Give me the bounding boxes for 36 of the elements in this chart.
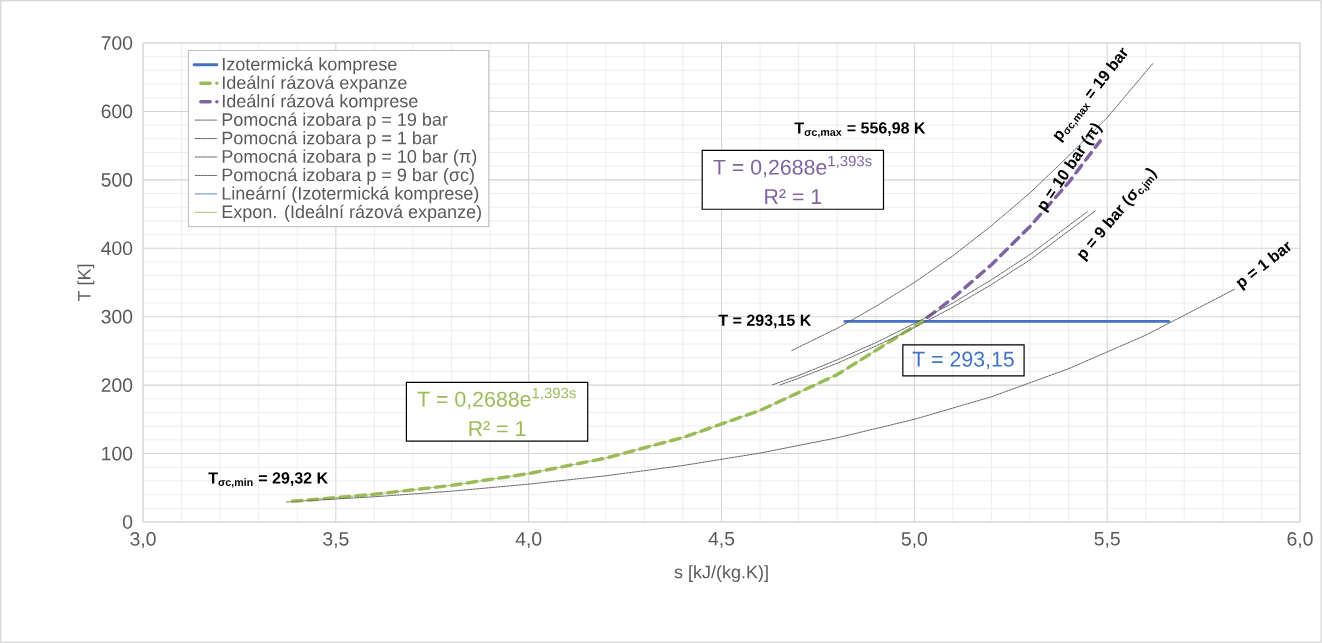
y-tick-label: 500: [101, 173, 133, 187]
y-tick-label: 300: [101, 309, 133, 324]
legend-label: Ideální rázová komprese: [222, 94, 418, 112]
annotation: T = 0,2688e$^{1,393s}$: [417, 387, 576, 410]
annotation: T = 0,2688e$^{1,393s}$: [713, 155, 872, 178]
annotation: T = 293,15: [912, 351, 1014, 370]
x-tick-label: 5,5: [1094, 532, 1120, 548]
legend-label: Pomocná izobara p = 10 bar (π): [222, 149, 477, 167]
annotation: p = 9 bar (σ$_{c,jm}$): [1077, 168, 1158, 262]
annotation: R² = 1: [765, 189, 822, 204]
y-tick-label: 700: [101, 36, 133, 50]
y-tick-label: 100: [102, 446, 133, 461]
x-tick-label: 6,0: [1287, 532, 1313, 548]
legend-label: Pomocná izobara p = 19 bar: [222, 112, 448, 130]
legend-label: Ideální rázová expanze: [222, 75, 407, 93]
y-tick-label: 0: [122, 515, 133, 529]
y-tick-label: 400: [101, 241, 133, 256]
annotation: T = 293,15 K: [718, 314, 812, 329]
x-tick-label: 3,0: [130, 532, 156, 548]
legend-label: Izotermická komprese: [222, 57, 397, 75]
legend-label: Expon. (Ideální rázová expanze): [222, 204, 481, 222]
legend-label: Pomocná izobara p = 1 bar: [222, 130, 438, 148]
x-tick-label: 3,5: [323, 532, 349, 548]
annotation: p = 1 bar: [1236, 241, 1291, 291]
annotation: T$_{σc,max}$ = 556,98 K: [794, 122, 926, 138]
y-tick-label: 200: [101, 378, 133, 392]
annotation: R² = 1: [469, 421, 526, 436]
legend-label: Lineární (Izotermická komprese): [222, 186, 479, 204]
annotation: T$_{σc,min}$ = 29,32 K: [208, 472, 328, 488]
x-tick-label: 4,5: [708, 532, 735, 548]
x-tick-label: 4,0: [515, 532, 542, 548]
x-axis-title: s [kJ/(kg.K)]: [674, 565, 768, 582]
y-tick-label: 600: [101, 104, 133, 119]
x-tick-label: 5,0: [901, 532, 928, 548]
y-axis-title: T [K]: [77, 264, 95, 302]
legend-label: Pomocná izobara p = 9 bar (σc): [222, 167, 474, 185]
